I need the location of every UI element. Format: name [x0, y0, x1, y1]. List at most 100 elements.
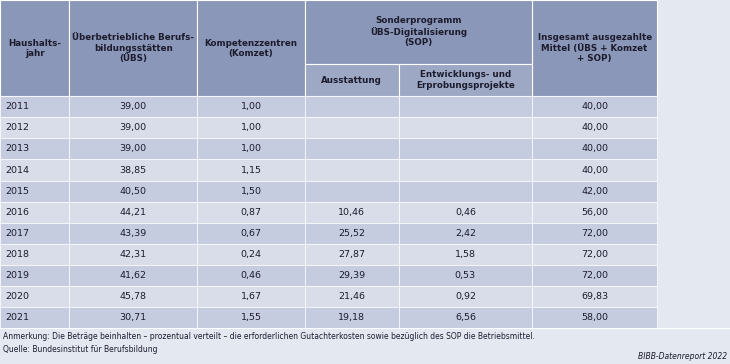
Bar [0, 328, 730, 364]
Text: 0,46: 0,46 [241, 270, 261, 280]
Text: 2,42: 2,42 [455, 229, 476, 238]
Text: 27,87: 27,87 [339, 250, 365, 258]
Bar [305, 64, 399, 96]
Bar [69, 138, 197, 159]
Text: Überbetriebliche Berufs-
bildungsstätten
(ÜBS): Überbetriebliche Berufs- bildungsstätten… [72, 33, 194, 63]
Bar [305, 118, 399, 138]
Bar [305, 244, 399, 265]
Bar [532, 0, 657, 96]
Bar [305, 222, 399, 244]
Bar [532, 96, 657, 118]
Bar [69, 0, 197, 96]
Bar [197, 181, 305, 202]
Bar [399, 286, 532, 306]
Text: 39,00: 39,00 [120, 103, 147, 111]
Bar [69, 159, 197, 181]
Bar [69, 244, 197, 265]
Bar [399, 222, 532, 244]
Bar [305, 159, 399, 181]
Bar [0, 0, 69, 96]
Bar [532, 138, 657, 159]
Bar [0, 118, 69, 138]
Bar [0, 244, 69, 265]
Bar [69, 265, 197, 286]
Bar [532, 181, 657, 202]
Text: Sonderprogramm
ÜBS-Digitalisierung
(SOP): Sonderprogramm ÜBS-Digitalisierung (SOP) [370, 16, 467, 47]
Text: 40,00: 40,00 [581, 103, 608, 111]
Bar [0, 96, 69, 118]
Text: 39,00: 39,00 [120, 145, 147, 154]
Bar [197, 265, 305, 286]
Text: 1,00: 1,00 [241, 103, 261, 111]
Bar [197, 138, 305, 159]
Text: 44,21: 44,21 [120, 207, 147, 217]
Text: 21,46: 21,46 [339, 292, 365, 301]
Text: Kompetenzzentren
(Komzet): Kompetenzzentren (Komzet) [204, 39, 298, 58]
Text: 2018: 2018 [5, 250, 29, 258]
Text: 1,67: 1,67 [241, 292, 261, 301]
Bar [197, 306, 305, 328]
Text: 39,00: 39,00 [120, 123, 147, 132]
Bar [532, 286, 657, 306]
Bar [399, 159, 532, 181]
Bar [197, 244, 305, 265]
Text: 1,55: 1,55 [241, 313, 261, 321]
Text: BIBB-Datenreport 2022: BIBB-Datenreport 2022 [638, 352, 727, 361]
Bar [399, 118, 532, 138]
Bar [399, 138, 532, 159]
Bar [69, 306, 197, 328]
Text: 1,00: 1,00 [241, 145, 261, 154]
Bar [0, 306, 69, 328]
Bar [197, 96, 305, 118]
Text: 40,00: 40,00 [581, 145, 608, 154]
Text: 2016: 2016 [5, 207, 29, 217]
Bar [69, 96, 197, 118]
Bar [197, 286, 305, 306]
Text: 58,00: 58,00 [581, 313, 608, 321]
Text: 29,39: 29,39 [338, 270, 366, 280]
Bar [305, 286, 399, 306]
Text: Anmerkung: Die Beträge beinhalten – prozentual verteilt – die erforderlichen Gut: Anmerkung: Die Beträge beinhalten – proz… [3, 332, 535, 341]
Bar [399, 244, 532, 265]
Text: 0,53: 0,53 [455, 270, 476, 280]
Bar [399, 96, 532, 118]
Text: 0,24: 0,24 [241, 250, 261, 258]
Bar [399, 181, 532, 202]
Bar [0, 202, 69, 222]
Text: 1,50: 1,50 [241, 186, 261, 195]
Text: 43,39: 43,39 [120, 229, 147, 238]
Text: 2011: 2011 [5, 103, 29, 111]
Bar [399, 64, 532, 96]
Text: 1,15: 1,15 [241, 166, 261, 174]
Text: 2014: 2014 [5, 166, 29, 174]
Text: 38,85: 38,85 [120, 166, 147, 174]
Bar [69, 118, 197, 138]
Bar [197, 222, 305, 244]
Text: Haushalts-
jahr: Haushalts- jahr [8, 39, 61, 58]
Text: 72,00: 72,00 [581, 270, 608, 280]
Text: 41,62: 41,62 [120, 270, 147, 280]
Text: 42,00: 42,00 [581, 186, 608, 195]
Text: 2020: 2020 [5, 292, 29, 301]
Bar [532, 265, 657, 286]
Text: Entwicklungs- und
Erprobungsprojekte: Entwicklungs- und Erprobungsprojekte [416, 70, 515, 90]
Text: 1,00: 1,00 [241, 123, 261, 132]
Bar [69, 202, 197, 222]
Text: 40,50: 40,50 [120, 186, 147, 195]
Bar [399, 202, 532, 222]
Text: 2019: 2019 [5, 270, 29, 280]
Text: 2012: 2012 [5, 123, 29, 132]
Text: 72,00: 72,00 [581, 250, 608, 258]
Text: Quelle: Bundesinstitut für Berufsbildung: Quelle: Bundesinstitut für Berufsbildung [3, 345, 158, 354]
Bar [0, 265, 69, 286]
Text: 2013: 2013 [5, 145, 29, 154]
Text: 40,00: 40,00 [581, 166, 608, 174]
Bar [0, 222, 69, 244]
Bar [69, 286, 197, 306]
Bar [305, 0, 532, 64]
Bar [69, 222, 197, 244]
Text: 56,00: 56,00 [581, 207, 608, 217]
Text: 25,52: 25,52 [339, 229, 365, 238]
Text: 10,46: 10,46 [339, 207, 365, 217]
Bar [69, 181, 197, 202]
